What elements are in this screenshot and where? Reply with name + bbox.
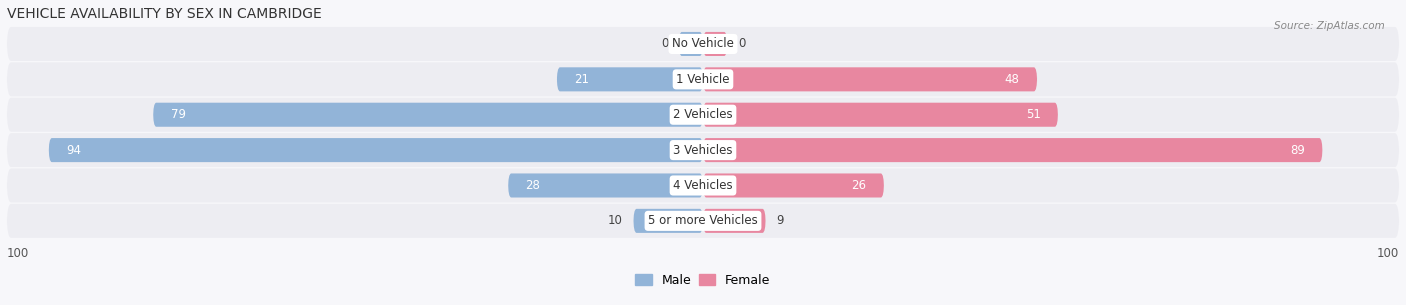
FancyBboxPatch shape bbox=[703, 138, 1323, 162]
FancyBboxPatch shape bbox=[703, 103, 1057, 127]
FancyBboxPatch shape bbox=[508, 174, 703, 198]
Text: 2 Vehicles: 2 Vehicles bbox=[673, 108, 733, 121]
Text: 21: 21 bbox=[574, 73, 589, 86]
Text: 89: 89 bbox=[1291, 144, 1305, 156]
Text: 4 Vehicles: 4 Vehicles bbox=[673, 179, 733, 192]
FancyBboxPatch shape bbox=[679, 32, 703, 56]
FancyBboxPatch shape bbox=[7, 168, 1399, 203]
FancyBboxPatch shape bbox=[153, 103, 703, 127]
Text: 1 Vehicle: 1 Vehicle bbox=[676, 73, 730, 86]
FancyBboxPatch shape bbox=[703, 67, 1038, 92]
FancyBboxPatch shape bbox=[633, 209, 703, 233]
Text: Source: ZipAtlas.com: Source: ZipAtlas.com bbox=[1274, 21, 1385, 31]
Text: 9: 9 bbox=[776, 214, 783, 227]
Text: VEHICLE AVAILABILITY BY SEX IN CAMBRIDGE: VEHICLE AVAILABILITY BY SEX IN CAMBRIDGE bbox=[7, 7, 322, 21]
Text: 94: 94 bbox=[66, 144, 82, 156]
FancyBboxPatch shape bbox=[7, 204, 1399, 238]
FancyBboxPatch shape bbox=[557, 67, 703, 92]
Text: 5 or more Vehicles: 5 or more Vehicles bbox=[648, 214, 758, 227]
FancyBboxPatch shape bbox=[7, 133, 1399, 167]
Text: 10: 10 bbox=[607, 214, 623, 227]
FancyBboxPatch shape bbox=[703, 209, 766, 233]
Text: 79: 79 bbox=[170, 108, 186, 121]
Text: 26: 26 bbox=[852, 179, 866, 192]
Text: 100: 100 bbox=[7, 247, 30, 260]
Text: 3 Vehicles: 3 Vehicles bbox=[673, 144, 733, 156]
FancyBboxPatch shape bbox=[7, 27, 1399, 61]
Legend: Male, Female: Male, Female bbox=[630, 269, 776, 292]
FancyBboxPatch shape bbox=[7, 98, 1399, 132]
FancyBboxPatch shape bbox=[49, 138, 703, 162]
Text: 0: 0 bbox=[661, 38, 668, 50]
Text: 48: 48 bbox=[1005, 73, 1019, 86]
Text: 100: 100 bbox=[1376, 247, 1399, 260]
Text: 28: 28 bbox=[526, 179, 540, 192]
FancyBboxPatch shape bbox=[703, 174, 884, 198]
Text: No Vehicle: No Vehicle bbox=[672, 38, 734, 50]
Text: 0: 0 bbox=[738, 38, 745, 50]
FancyBboxPatch shape bbox=[703, 32, 727, 56]
FancyBboxPatch shape bbox=[7, 62, 1399, 96]
Text: 51: 51 bbox=[1026, 108, 1040, 121]
